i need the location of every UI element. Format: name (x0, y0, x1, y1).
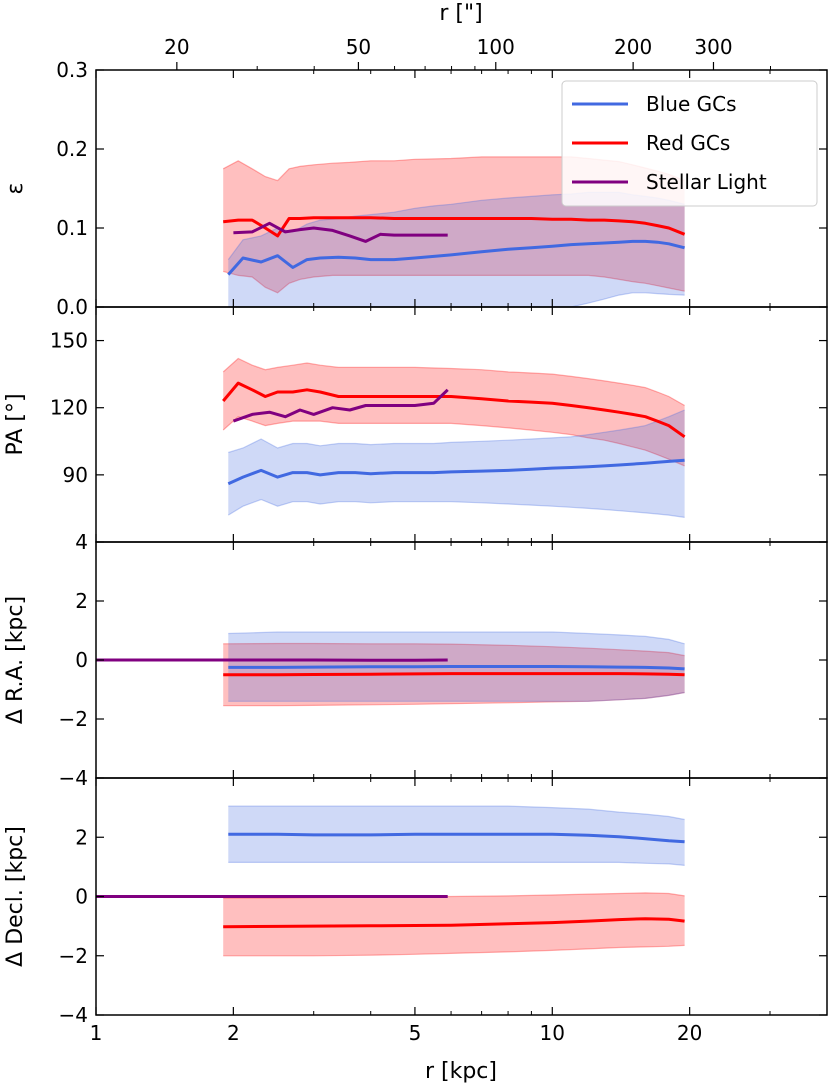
plot-area-delta-ra (96, 631, 685, 707)
band-edge-lower-red-gcs (223, 270, 685, 294)
band-edge-upper-blue-gcs (228, 631, 685, 645)
x-tick-label: 1 (90, 1021, 103, 1045)
legend-label-red: Red GCs (646, 131, 730, 155)
line-blue-gcs (227, 239, 685, 276)
line-blue-gcs (227, 458, 685, 486)
line-stellar-light (232, 388, 449, 423)
band-edge-lower-red-gcs (222, 416, 685, 467)
y-tick-label-delta-ra: −2 (59, 707, 88, 731)
band-edge-lower-blue-gcs (228, 292, 685, 307)
band-edge-upper-red-gcs (223, 642, 685, 657)
legend: Blue GCs Red GCs Stellar Light (561, 80, 818, 207)
y-tick-label-position-angle: 90 (63, 463, 88, 487)
y-tick-label-delta-ra: 2 (75, 589, 88, 613)
x-tick-label: 10 (540, 1021, 565, 1045)
y-tick-label-ellipticity: 0.3 (56, 58, 88, 82)
x-tick-label: 20 (677, 1021, 702, 1045)
top-tick-label: 20 (164, 35, 189, 59)
top-axis: 20 50 100 200 300 (164, 35, 771, 70)
plot-area-delta-decl (96, 805, 685, 957)
y-tick-label-delta-decl: −2 (59, 944, 88, 968)
y-tick-label-ellipticity: 0.2 (56, 137, 88, 161)
plot-area-position-angle (222, 357, 686, 518)
band-red-gcs (223, 358, 685, 466)
y-axis-label-delta-decl: Δ Decl. [kpc] (3, 826, 28, 967)
y-axis-label-ellipticity: ε (3, 183, 28, 195)
band-edge-upper-blue-gcs (228, 409, 685, 454)
y-axis-label-delta-ra: Δ R.A. [kpc] (3, 596, 28, 724)
x-tick-label: 5 (409, 1021, 422, 1045)
top-tick-label: 300 (694, 35, 732, 59)
line-blue-gcs (228, 665, 685, 671)
line-red-gcs (222, 381, 686, 439)
line-blue-gcs (228, 832, 685, 844)
y-tick-label-position-angle: 120 (50, 396, 88, 420)
band-blue-gcs (228, 192, 685, 307)
y-tick-label-delta-decl: −4 (59, 1003, 88, 1027)
line-stellar-light (233, 221, 448, 243)
panel-delta-decl: −4 −2 0 2 Δ Decl. [kpc] 1 2 5 10 20 (3, 777, 828, 1045)
y-tick-label-delta-ra: 0 (75, 648, 88, 672)
x-tick-label: 2 (227, 1021, 240, 1045)
band-edge-lower-red-gcs (223, 944, 685, 957)
band-blue-gcs (228, 410, 685, 518)
y-tick-label-delta-ra: −4 (59, 766, 88, 790)
y-tick-label-position-angle: 150 (50, 329, 88, 353)
y-axis-label-position-angle: PA [°] (3, 393, 28, 455)
y-tick-label-delta-decl: 2 (75, 825, 88, 849)
panel-position-angle: 90 120 150 PA [°] (3, 306, 828, 543)
band-edge-upper-blue-gcs (228, 805, 685, 821)
y-tick-label-delta-ra: 4 (75, 530, 88, 554)
panel-delta-ra: −4 −2 0 2 4 Δ R.A. [kpc] (3, 530, 828, 790)
top-tick-label: 200 (614, 35, 652, 59)
x-axis-label: r [kpc] (425, 1059, 497, 1084)
y-tick-label-ellipticity: 0.1 (56, 216, 88, 240)
band-edge-lower-blue-gcs (228, 861, 685, 866)
legend-label-stellar: Stellar Light (646, 170, 767, 194)
y-tick-label-delta-decl: 0 (75, 885, 88, 909)
band-edge-lower-blue-gcs (228, 691, 685, 702)
legend-label-blue: Blue GCs (646, 92, 737, 116)
panel-frame-delta-decl (95, 777, 828, 1016)
legend-frame (561, 80, 818, 207)
band-edge-lower-blue-gcs (227, 498, 685, 518)
y-tick-label-ellipticity: 0.0 (56, 295, 88, 319)
line-red-gcs (223, 917, 685, 929)
top-tick-label: 50 (346, 35, 371, 59)
top-tick-label: 100 (477, 35, 515, 59)
top-axis-label: r ["] (439, 1, 482, 26)
band-edge-upper-red-gcs (222, 357, 685, 407)
line-red-gcs (223, 672, 685, 677)
band-edge-lower-red-gcs (223, 691, 685, 707)
